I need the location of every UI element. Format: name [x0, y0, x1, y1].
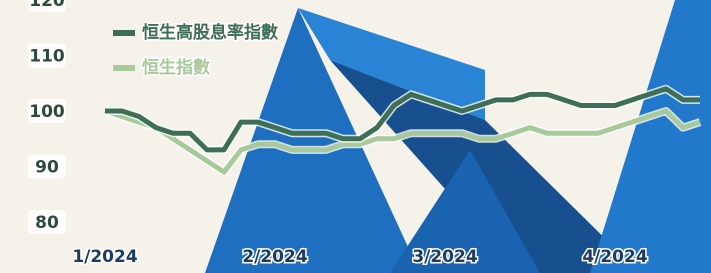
legend-label: 恒生指數	[142, 57, 210, 78]
x-tick-label: 4/2024	[582, 247, 648, 267]
y-tick-label: 100	[29, 102, 65, 122]
x-tick-label: 3/2024	[412, 247, 478, 267]
chart: 80 90 100 110 120 1/2024 2/2024 3/2024 4/2024 恒生高…	[0, 0, 711, 273]
y-tick-label: 120	[29, 0, 65, 11]
y-tick-label: 90	[35, 158, 59, 178]
legend-label: 恒生高股息率指數	[142, 22, 278, 43]
y-tick-label: 80	[35, 213, 59, 233]
x-tick-label: 2/2024	[242, 247, 308, 267]
y-tick-label: 110	[29, 47, 65, 67]
x-tick-label: 1/2024	[72, 247, 138, 267]
